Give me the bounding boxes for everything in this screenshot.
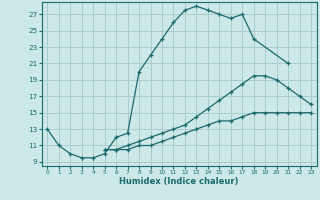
X-axis label: Humidex (Indice chaleur): Humidex (Indice chaleur) [119, 177, 239, 186]
